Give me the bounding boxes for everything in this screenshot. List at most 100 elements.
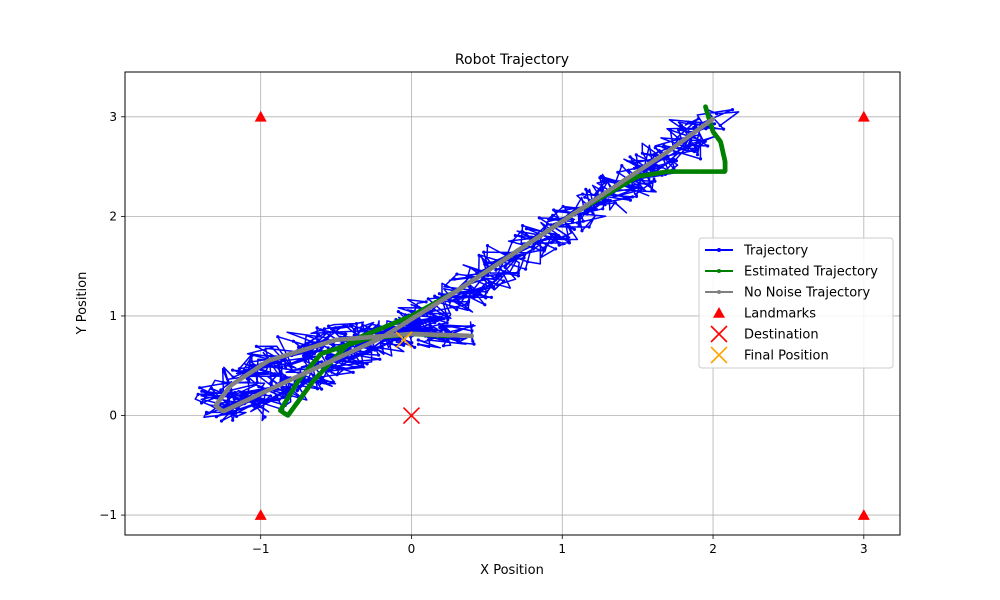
trajectory-marker: [731, 108, 734, 111]
trajectory-marker: [239, 391, 242, 394]
trajectory-marker: [697, 117, 700, 120]
trajectory-marker: [200, 390, 203, 393]
trajectory-marker: [350, 325, 353, 328]
trajectory-marker: [588, 225, 591, 228]
trajectory-marker: [538, 216, 541, 219]
trajectory-marker: [608, 199, 611, 202]
trajectory-marker: [552, 208, 555, 211]
legend-destination-label: Destination: [744, 328, 819, 343]
trajectory-marker: [245, 369, 248, 372]
trajectory-marker: [502, 279, 505, 282]
trajectory-marker: [418, 317, 421, 320]
trajectory-marker: [616, 171, 619, 174]
trajectory-marker: [613, 201, 616, 204]
trajectory-marker: [471, 340, 474, 343]
trajectory-marker: [412, 323, 415, 326]
trajectory-marker: [200, 401, 203, 404]
trajectory-marker: [283, 374, 286, 377]
trajectory-marker: [631, 187, 634, 190]
trajectory-marker: [397, 310, 400, 313]
trajectory-marker: [456, 298, 459, 301]
trajectory-marker: [317, 338, 320, 341]
trajectory-marker: [632, 162, 635, 165]
trajectory-marker: [287, 362, 290, 365]
trajectory-marker: [573, 228, 576, 231]
trajectory-marker: [467, 300, 470, 303]
trajectory-marker: [486, 244, 489, 247]
trajectory-marker: [302, 380, 305, 383]
trajectory-marker: [523, 254, 526, 257]
trajectory-marker: [366, 362, 369, 365]
trajectory-marker: [279, 361, 282, 364]
trajectory-marker: [641, 152, 644, 155]
trajectory-marker: [430, 310, 433, 313]
trajectory-marker: [650, 181, 653, 184]
trajectory-marker: [262, 401, 265, 404]
trajectory-marker: [277, 365, 280, 368]
trajectory-marker: [473, 296, 476, 299]
trajectory-marker: [361, 329, 364, 332]
trajectory-marker: [439, 312, 442, 315]
trajectory-marker: [545, 243, 548, 246]
trajectory-marker: [532, 248, 535, 251]
trajectory-marker: [514, 256, 517, 259]
trajectory-marker: [483, 303, 486, 306]
trajectory-marker: [680, 124, 683, 127]
trajectory-marker: [706, 144, 709, 147]
trajectory-marker: [517, 254, 520, 257]
trajectory-marker: [228, 396, 231, 399]
trajectory-marker: [313, 352, 316, 355]
trajectory-marker: [647, 184, 650, 187]
trajectory-marker: [633, 167, 636, 170]
trajectory-marker: [576, 221, 579, 224]
trajectory-marker: [304, 354, 307, 357]
estimated-trajectory-marker: [703, 104, 708, 109]
trajectory-marker: [448, 300, 451, 303]
trajectory-marker: [722, 128, 725, 131]
trajectory-marker: [334, 326, 337, 329]
trajectory-marker: [320, 388, 323, 391]
trajectory-marker: [484, 261, 487, 264]
trajectory-marker: [582, 220, 585, 223]
trajectory-marker: [592, 212, 595, 215]
trajectory-marker: [578, 224, 581, 227]
trajectory-marker: [366, 351, 369, 354]
trajectory-marker: [669, 128, 672, 131]
trajectory-marker: [472, 343, 475, 346]
trajectory-marker: [438, 292, 441, 295]
trajectory-marker: [377, 354, 380, 357]
trajectory-marker: [694, 124, 697, 127]
trajectory-marker: [653, 180, 656, 183]
trajectory-marker: [526, 260, 529, 263]
trajectory-marker: [654, 146, 657, 149]
x-axis-label: X Position: [480, 563, 544, 578]
trajectory-marker: [446, 340, 449, 343]
legend-no-noise-trajectory-swatch-dot: [717, 290, 721, 294]
trajectory-marker: [498, 273, 501, 276]
trajectory-marker: [359, 365, 362, 368]
trajectory-marker: [210, 387, 213, 390]
legend-final-position-label: Final Position: [744, 349, 829, 364]
trajectory-marker: [562, 205, 565, 208]
trajectory-marker: [260, 386, 263, 389]
trajectory-marker: [247, 380, 250, 383]
trajectory-marker: [555, 236, 558, 239]
trajectory-marker: [612, 195, 615, 198]
trajectory-marker: [600, 175, 603, 178]
trajectory-marker: [704, 127, 707, 130]
trajectory-marker: [455, 273, 458, 276]
trajectory-marker: [704, 140, 707, 143]
trajectory-marker: [287, 385, 290, 388]
trajectory-marker: [620, 164, 623, 167]
trajectory-marker: [273, 372, 276, 375]
legend-no-noise-trajectory-label: No Noise Trajectory: [744, 286, 870, 301]
trajectory-marker: [583, 196, 586, 199]
trajectory-marker: [493, 287, 496, 290]
trajectory-marker: [284, 365, 287, 368]
trajectory-marker: [352, 371, 355, 374]
trajectory-marker: [317, 333, 320, 336]
trajectory-marker: [325, 356, 328, 359]
trajectory-marker: [417, 338, 420, 341]
trajectory-marker: [231, 395, 234, 398]
